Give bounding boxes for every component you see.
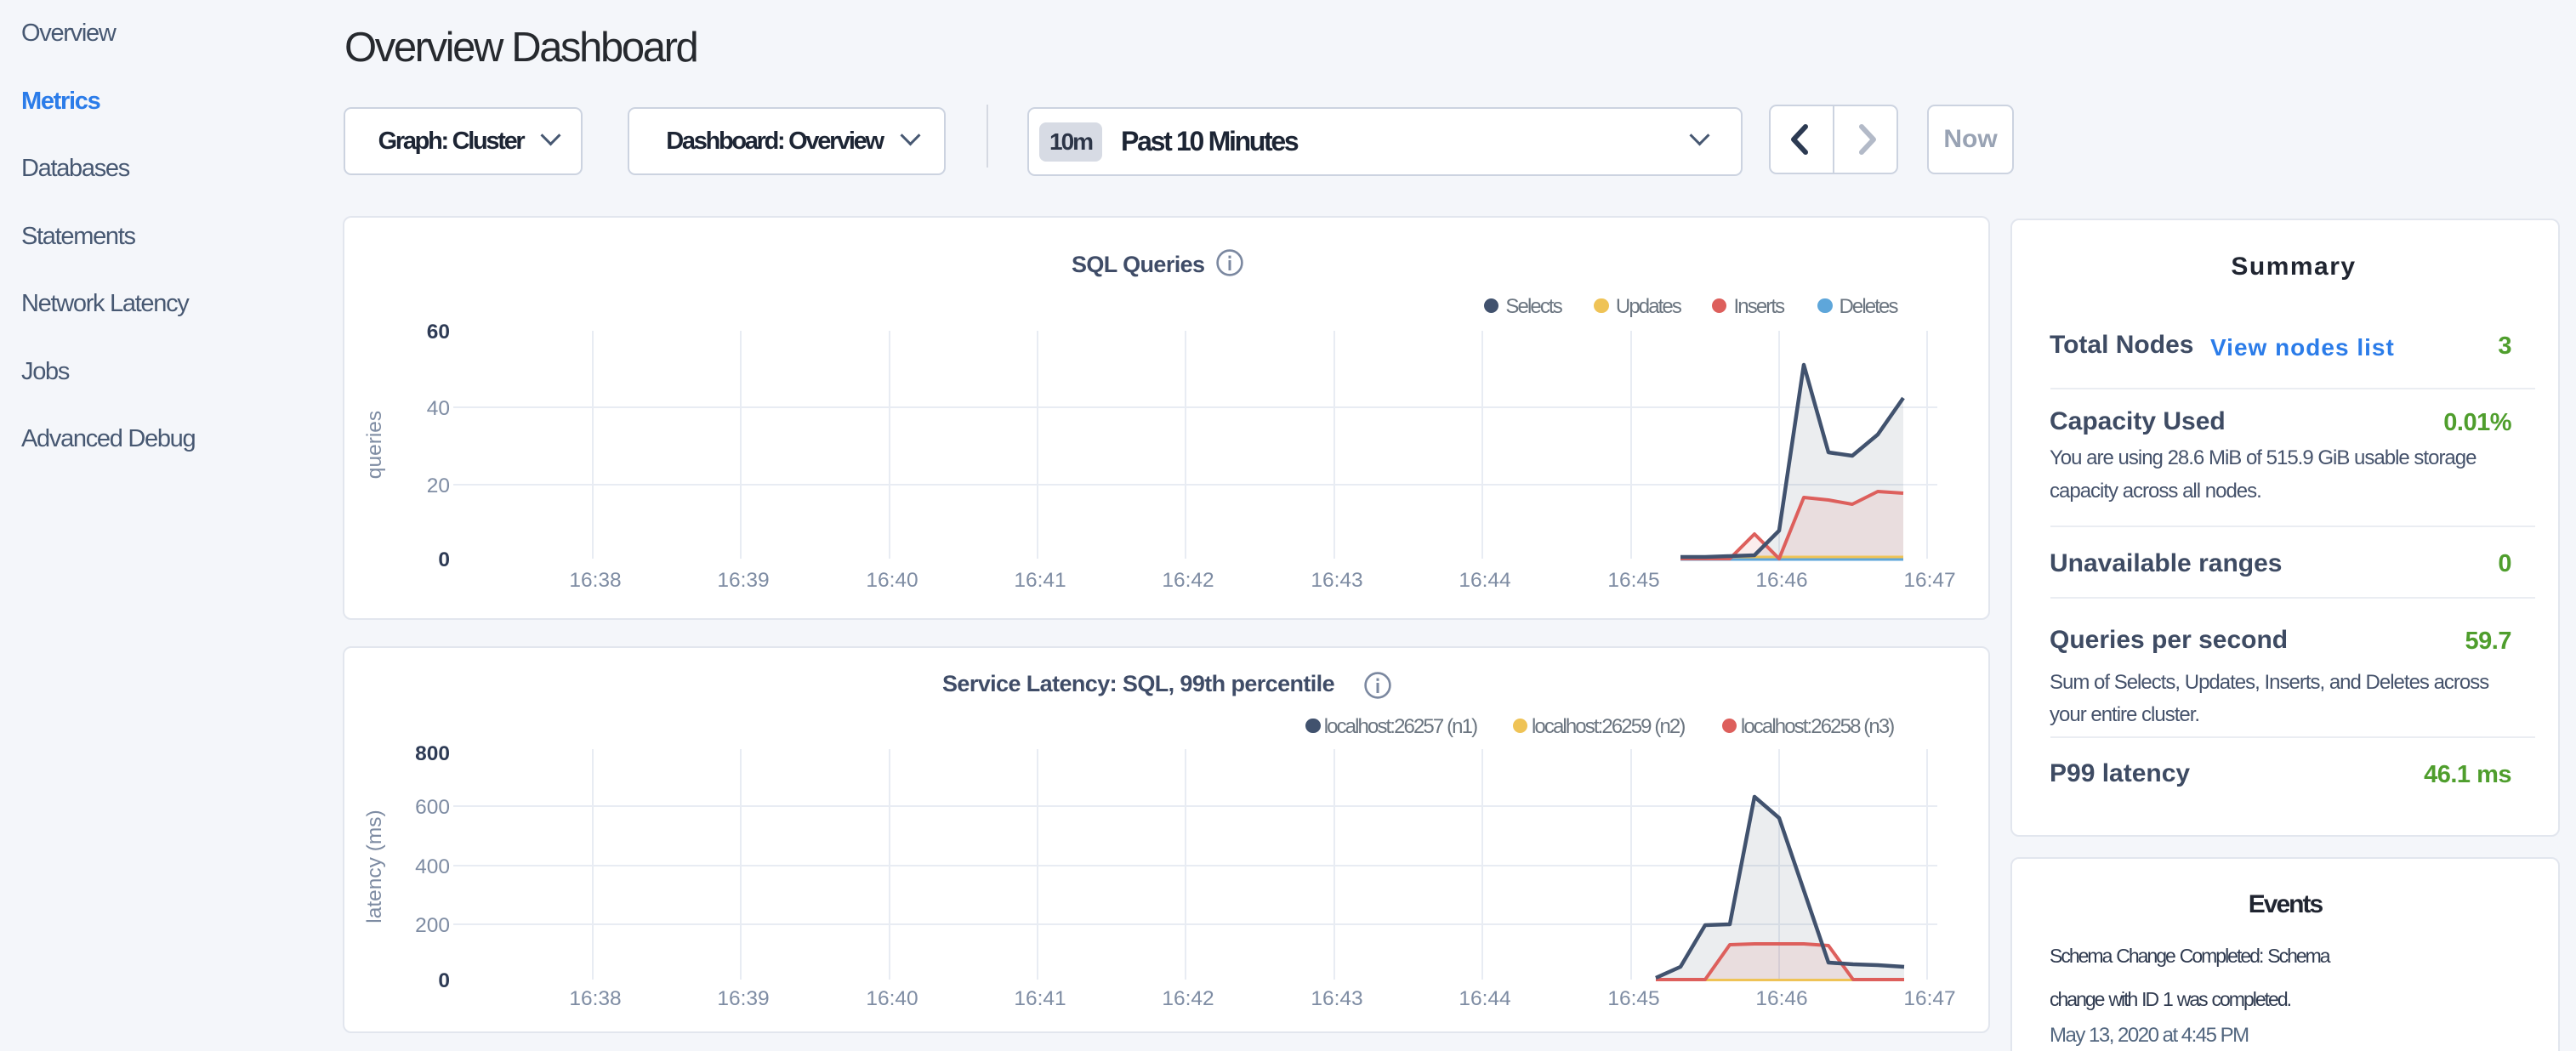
svg-text:16:38: 16:38 (569, 987, 621, 1010)
svg-text:0: 0 (438, 548, 450, 571)
svg-text:16:39: 16:39 (717, 569, 769, 592)
svg-text:60: 60 (427, 321, 450, 344)
svg-text:16:44: 16:44 (1459, 569, 1510, 592)
svg-text:queries: queries (363, 411, 386, 479)
svg-text:16:40: 16:40 (866, 569, 918, 592)
svg-text:16:40: 16:40 (866, 987, 918, 1010)
svg-text:latency (ms): latency (ms) (363, 810, 386, 923)
svg-text:400: 400 (415, 855, 450, 878)
svg-text:16:46: 16:46 (1755, 987, 1807, 1010)
svg-text:16:45: 16:45 (1607, 569, 1659, 592)
svg-text:16:47: 16:47 (1903, 569, 1955, 592)
svg-text:16:38: 16:38 (569, 569, 621, 592)
svg-text:16:39: 16:39 (717, 987, 769, 1010)
svg-text:200: 200 (415, 914, 450, 937)
svg-text:16:45: 16:45 (1607, 987, 1659, 1010)
svg-text:600: 600 (415, 796, 450, 819)
svg-text:16:44: 16:44 (1459, 987, 1510, 1010)
svg-text:16:46: 16:46 (1755, 569, 1807, 592)
svg-text:800: 800 (415, 742, 450, 765)
svg-text:16:41: 16:41 (1014, 569, 1066, 592)
svg-text:40: 40 (427, 397, 450, 420)
svg-text:16:47: 16:47 (1903, 987, 1955, 1010)
svg-text:16:41: 16:41 (1014, 987, 1066, 1010)
svg-text:0: 0 (438, 969, 450, 992)
svg-text:16:42: 16:42 (1162, 569, 1214, 592)
svg-text:16:43: 16:43 (1311, 987, 1362, 1010)
svg-text:20: 20 (427, 474, 450, 497)
svg-text:16:43: 16:43 (1311, 569, 1362, 592)
svg-text:16:42: 16:42 (1162, 987, 1214, 1010)
